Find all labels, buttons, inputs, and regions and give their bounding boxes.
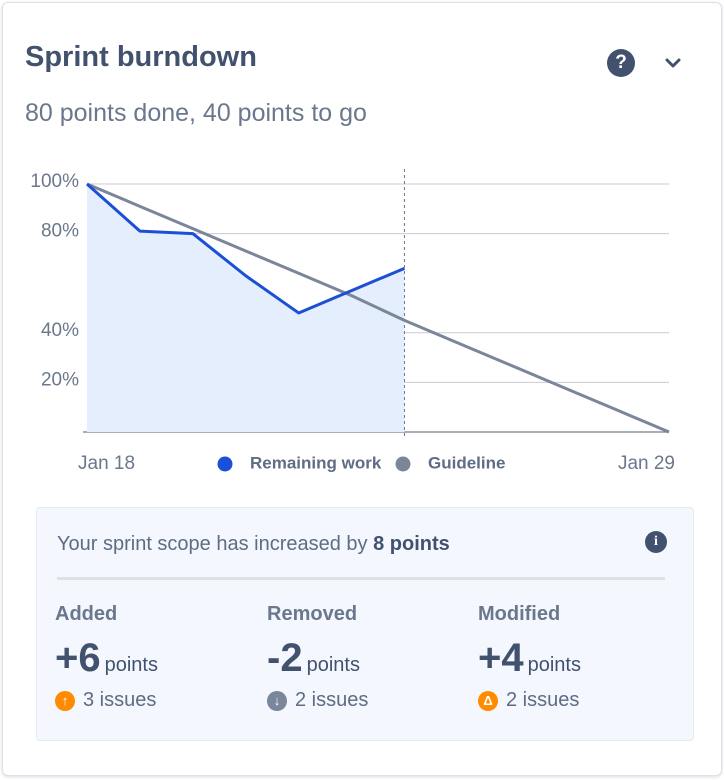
scope-message: Your sprint scope has increased by	[57, 533, 368, 555]
scope-text: Your sprint scope has increased by 8 poi…	[57, 533, 450, 556]
stat-sign: +	[55, 636, 79, 680]
series-line	[86, 182, 406, 315]
card-subtitle: 80 points done, 40 points to go	[25, 99, 367, 127]
stat-unit: points	[104, 654, 158, 676]
stat-label: Added	[55, 603, 118, 625]
stat-number: 6	[78, 636, 101, 680]
issue-icon: ↑	[55, 690, 75, 711]
stat-number: 2	[280, 636, 303, 680]
help-button[interactable]: ?	[607, 49, 635, 77]
stat-value: -2 points	[267, 636, 467, 681]
scope-panel	[36, 507, 694, 741]
stat-unit: points	[306, 654, 360, 676]
stat-value: +6 points	[55, 636, 255, 681]
issue-count: 2 issues	[506, 689, 580, 711]
stat-number: 4	[501, 636, 524, 680]
collapse-button[interactable]	[661, 51, 685, 75]
stat-label: Removed	[267, 603, 358, 625]
stat-issues: ↑ 3 issues	[55, 689, 255, 712]
stat-value: +4 points	[478, 636, 678, 681]
divider	[57, 577, 665, 580]
y-tick-label: 20%	[41, 369, 79, 390]
stat-issues: Δ 2 issues	[478, 689, 678, 712]
y-tick-label: 40%	[41, 320, 79, 341]
remaining-area	[87, 184, 405, 432]
series-line	[86, 182, 670, 434]
issue-icon: Δ	[478, 690, 498, 711]
issue-count: 3 issues	[83, 689, 157, 711]
card-title: Sprint burndown	[25, 41, 257, 73]
x-tick-label: Jan 29	[618, 453, 675, 474]
legend-label: Guideline	[428, 453, 505, 472]
chart: 20% 40% 80% 100% Jan 18 Jan 29 Remaining work G…	[30, 169, 675, 474]
issue-icon: ↓	[267, 690, 287, 711]
stat-column: Removed -2 points ↓ 2 issues	[267, 603, 467, 712]
y-tick-label: 100%	[30, 171, 79, 192]
stat-label: Modified	[478, 603, 561, 625]
legend-swatch	[217, 456, 233, 472]
y-tick-label: 80%	[41, 221, 79, 242]
legend-label: Remaining work	[250, 453, 382, 472]
stat-sign: +	[478, 636, 502, 680]
stat-unit: points	[527, 654, 581, 676]
stat-sign: -	[267, 636, 281, 680]
stat-column: Modified +4 points Δ 2 issues	[478, 603, 678, 712]
legend-swatch	[395, 456, 411, 472]
stat-column: Added +6 points ↑ 3 issues	[55, 603, 255, 712]
issue-count: 2 issues	[295, 689, 369, 711]
info-button[interactable]: i	[645, 531, 667, 553]
stat-issues: ↓ 2 issues	[267, 689, 467, 712]
scope-amount: 8 points	[373, 533, 450, 555]
x-tick-label: Jan 18	[78, 453, 135, 474]
